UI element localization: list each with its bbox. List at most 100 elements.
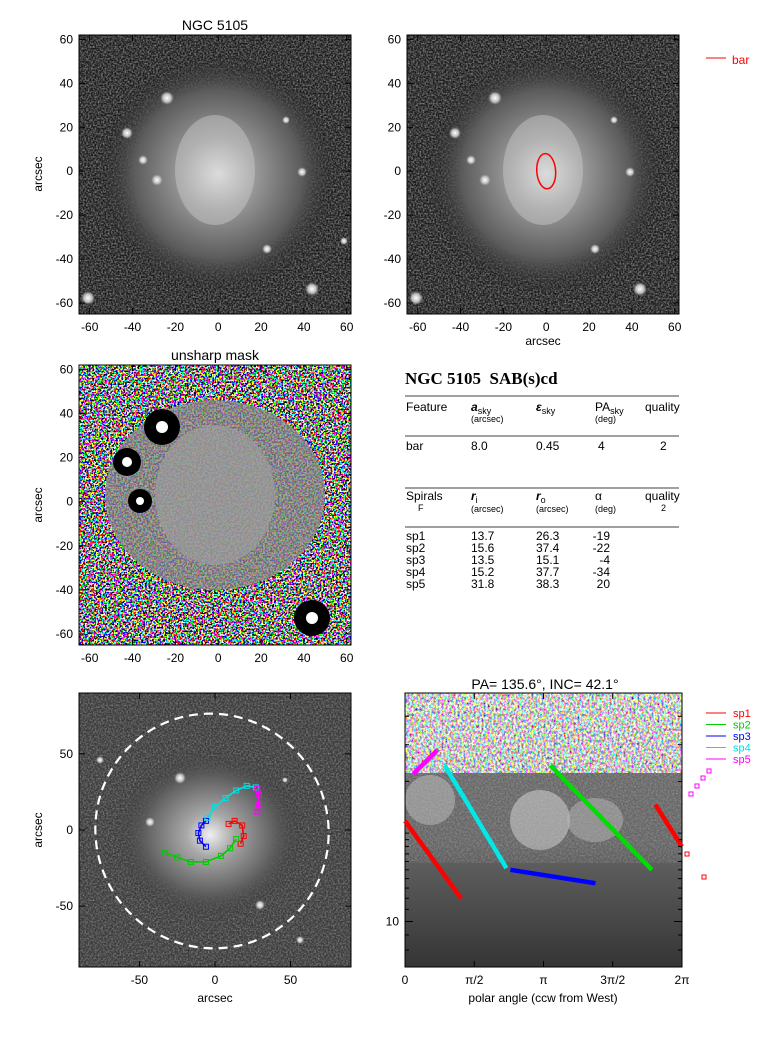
xtick-label: 40 — [625, 320, 639, 334]
bar-header-a: asky — [471, 400, 492, 416]
legend-sp2: sp2 — [733, 720, 751, 732]
ytick-label: 50 — [60, 747, 74, 761]
spiral-row-ro: 37.7 — [536, 565, 560, 579]
spiral-rows: sp1 13.7 26.3 -19 sp2 15.6 37.4 -22 sp3 13.5 15.1 -… — [406, 529, 610, 591]
spiral-row-ri: 13.5 — [471, 553, 495, 567]
spiral-row-ro: 26.3 — [536, 529, 560, 543]
spiral-header-alpha-unit: (deg) — [595, 504, 616, 514]
spiral-header-ri: ri — [471, 489, 478, 505]
spiral-track-sp5 — [256, 788, 260, 812]
xtick-label: 0 — [215, 320, 222, 334]
axes-panel-1: -60 -40 -20 0 20 40 60 60 40 20 0 -20 -40 -60 — [384, 32, 682, 334]
polar-segment-sp1 — [653, 803, 684, 848]
xtick-label: 0 — [543, 320, 550, 334]
ytick-label: -20 — [56, 539, 74, 553]
xlabel-panel-deprojected: arcsec — [197, 991, 232, 1005]
spiral-track-sp2 — [164, 838, 237, 863]
xtick-label: -50 — [131, 973, 149, 987]
xtick-label: -40 — [452, 320, 470, 334]
ytick-label: 0 — [66, 823, 73, 837]
ytick-label: 20 — [60, 120, 74, 134]
bar-header-pa-unit: (deg) — [595, 414, 616, 424]
spiral-header-ri-unit: (arcsec) — [471, 504, 504, 514]
xtick-label-polar: π — [539, 973, 547, 987]
xtick-label: 60 — [340, 320, 354, 334]
spiral-point-sp3 — [202, 843, 209, 850]
xtick-label: 60 — [340, 651, 354, 665]
spiral-point-sp5 — [254, 785, 261, 792]
spiral-point-sp4 — [243, 782, 250, 789]
spiral-point-sp2 — [227, 845, 234, 852]
panel-unsharp-mask-frame — [78, 364, 352, 646]
outer-ellipse — [94, 712, 330, 950]
xtick-label: -60 — [81, 320, 99, 334]
ytick-label: -60 — [384, 296, 402, 310]
ytick-label-polar: 10 — [386, 915, 400, 929]
spiral-row-ri: 13.7 — [471, 529, 495, 543]
bar-row-a: 8.0 — [471, 439, 488, 453]
ytick-label: -40 — [56, 583, 74, 597]
panel-image — [79, 35, 351, 314]
polar-segment-sp4 — [442, 764, 509, 870]
spiral-point-sp1 — [240, 833, 247, 840]
spiral-point-sp5 — [255, 801, 262, 808]
spiral-row-name: sp1 — [406, 529, 426, 543]
panel-deprojected — [79, 693, 351, 967]
xtick-label-polar: 2π — [675, 973, 690, 987]
xtick-label: 0 — [212, 973, 219, 987]
ytick-label: -40 — [384, 252, 402, 266]
xtick-label-polar: π/2 — [465, 973, 484, 987]
spiral-row-alpha: -4 — [599, 553, 610, 567]
xtick-label: 40 — [297, 651, 311, 665]
ytick-label: -50 — [56, 899, 74, 913]
feature-table: NGC 5105 SAB(s)cd Feature asky (arcsec) … — [405, 369, 680, 591]
spiral-point-sp1 — [225, 820, 232, 827]
polar-segment-sp5 — [411, 748, 439, 776]
outer-ellipse-group — [94, 712, 330, 950]
edge-marker — [700, 775, 706, 781]
xtick-label: 20 — [254, 651, 268, 665]
spiral-row-ro: 38.3 — [536, 577, 560, 591]
xtick-label: 20 — [254, 320, 268, 334]
xtick-label-polar: 3π/2 — [600, 973, 625, 987]
xtick-label: -60 — [81, 651, 99, 665]
axes-panel-2: -60 -40 -20 0 20 40 60 60 40 20 0 -20 -40 -60 — [56, 362, 354, 665]
spiral-row-ri: 31.8 — [471, 577, 495, 591]
spiral-point-sp3 — [196, 837, 203, 844]
ytick-label: 40 — [60, 407, 74, 421]
legend-sp3: sp3 — [733, 731, 751, 743]
spiral-row-alpha: 20 — [597, 577, 611, 591]
spiral-row-ro: 15.1 — [536, 553, 560, 567]
spiral-point-sp2 — [233, 836, 240, 843]
edge-marker — [694, 783, 700, 789]
panel-image-bar — [407, 35, 679, 314]
spiral-row-ri: 15.6 — [471, 541, 495, 555]
title-unsharp-mask: unsharp mask — [171, 347, 260, 363]
xtick-label: -20 — [495, 320, 513, 334]
spiral-point-sp4 — [222, 795, 229, 802]
bar-ellipse — [535, 152, 557, 190]
spiral-point-sp5 — [254, 808, 261, 815]
spiral-point-sp4 — [252, 784, 259, 791]
bar-row-quality: 2 — [660, 439, 667, 453]
spiral-point-sp4 — [204, 814, 211, 821]
spiral-point-sp2 — [174, 854, 181, 861]
xlabel-panel-polar: polar angle (ccw from West) — [468, 991, 617, 1005]
spiral-point-sp2 — [202, 858, 209, 865]
ytick-label: 20 — [60, 451, 74, 465]
spiral-header-ro-unit: (arcsec) — [536, 504, 569, 514]
axes-panel-4: -50 0 50 50 0 -50 — [56, 693, 351, 987]
ytick-label: -60 — [56, 627, 74, 641]
polar-segment-sp1 — [403, 819, 463, 900]
spiral-track-sp4 — [206, 785, 256, 819]
ytick-label: -20 — [384, 208, 402, 222]
spiral-point-sp2 — [187, 858, 194, 865]
xtick-label: 20 — [582, 320, 596, 334]
spiral-point-sp1 — [237, 840, 244, 847]
spiral-row-alpha: -22 — [593, 541, 611, 555]
bar-header-feature: Feature — [406, 400, 448, 414]
xtick-label: -60 — [409, 320, 427, 334]
ytick-label: -20 — [56, 208, 74, 222]
